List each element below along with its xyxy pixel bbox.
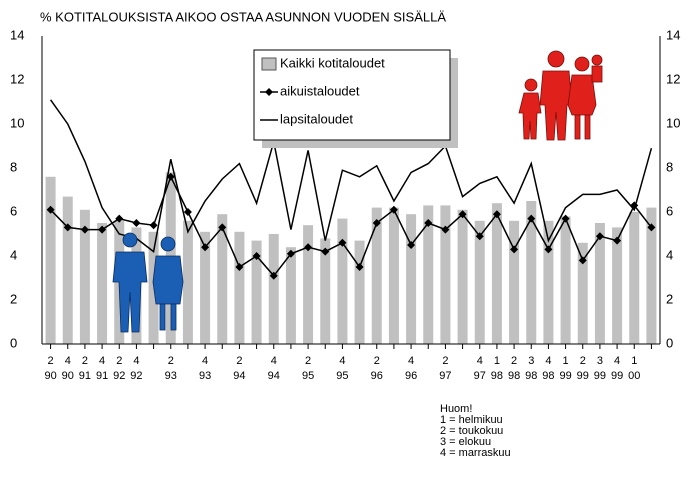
legend: Kaikki kotitaloudet aikuistaloudet lapsita…	[254, 50, 458, 148]
x-tick-label: 1	[631, 355, 637, 367]
x-tick-label: 96	[405, 370, 417, 382]
legend-label: aikuistaloudet	[280, 83, 360, 98]
x-tick-label: 2	[116, 355, 122, 367]
x-tick-label: 2	[374, 355, 380, 367]
x-tick-label: 90	[62, 370, 74, 382]
chart: % KOTITALOUKSISTA AIKOO OSTAA ASUNNON VU…	[0, 0, 688, 492]
bar	[183, 221, 193, 344]
legend-label: lapsitaloudet	[280, 111, 353, 126]
y2-tick-label: 14	[666, 27, 680, 42]
x-tick-label: 3	[597, 355, 603, 367]
x-tick-label: 00	[628, 370, 640, 382]
x-tick-label: 96	[371, 370, 383, 382]
x-tick-label: 2	[511, 355, 517, 367]
x-tick-label: 4	[545, 355, 551, 367]
x-tick-label: 2	[48, 355, 54, 367]
y-tick-label: 10	[10, 115, 24, 130]
bar	[458, 210, 468, 344]
x-tick-label: 4	[202, 355, 208, 367]
y-tick-label: 2	[10, 291, 17, 306]
bar	[46, 177, 56, 344]
x-tick-label: 98	[491, 370, 503, 382]
x-tick-label: 4	[614, 355, 620, 367]
x-tick-label: 90	[44, 370, 56, 382]
y-tick-label: 14	[10, 27, 24, 42]
x-tick-label: 2	[442, 355, 448, 367]
family-figure	[519, 51, 602, 140]
x-tick-label: 2	[82, 355, 88, 367]
marker	[132, 219, 140, 227]
bar	[561, 216, 571, 344]
y2-tick-label: 6	[666, 203, 673, 218]
y-tick-label: 0	[10, 335, 17, 350]
bar	[492, 203, 502, 344]
x-tick-label: 99	[611, 370, 623, 382]
bar	[234, 232, 244, 344]
y-tick-label: 12	[10, 71, 24, 86]
x-tick-label: 95	[336, 370, 348, 382]
y-tick-label: 8	[10, 159, 17, 174]
x-tick-label: 4	[477, 355, 483, 367]
y-tick-label: 6	[10, 203, 17, 218]
x-tick-label: 92	[113, 370, 125, 382]
x-tick-label: 4	[133, 355, 139, 367]
x-tick-label: 93	[165, 370, 177, 382]
y2-tick-label: 8	[666, 159, 673, 174]
x-tick-label: 94	[233, 370, 245, 382]
x-tick-label: 4	[271, 355, 277, 367]
legend-label: Kaikki kotitaloudet	[280, 55, 385, 70]
x-tick-label: 4	[99, 355, 105, 367]
note-line: 4 = marraskuu	[440, 447, 511, 459]
x-tick-label: 94	[268, 370, 280, 382]
bar	[269, 234, 279, 344]
bar	[509, 221, 519, 344]
bar	[286, 247, 296, 344]
bar	[63, 197, 73, 344]
x-tick-label: 3	[528, 355, 534, 367]
x-tick-label: 99	[594, 370, 606, 382]
x-tick-label: 92	[130, 370, 142, 382]
x-tick-label: 4	[65, 355, 71, 367]
y2-tick-label: 0	[666, 335, 673, 350]
bar	[629, 212, 639, 344]
x-tick-label: 91	[79, 370, 91, 382]
x-tick-label: 99	[577, 370, 589, 382]
marker	[150, 221, 158, 229]
bar	[406, 214, 416, 344]
x-tick-label: 2	[168, 355, 174, 367]
x-tick-label: 98	[542, 370, 554, 382]
x-tick-label: 4	[408, 355, 414, 367]
x-tick-label: 2	[305, 355, 311, 367]
x-tick-label: 98	[525, 370, 537, 382]
y2-tick-label: 4	[666, 247, 673, 262]
y2-tick-label: 12	[666, 71, 680, 86]
x-tick-label: 1	[494, 355, 500, 367]
x-tick-label: 95	[302, 370, 314, 382]
y2-tick-label: 10	[666, 115, 680, 130]
bar	[612, 227, 622, 344]
bar	[372, 208, 382, 344]
chart-title: % KOTITALOUKSISTA AIKOO OSTAA ASUNNON VU…	[40, 9, 446, 24]
x-tick-label: 97	[439, 370, 451, 382]
bar	[389, 208, 399, 344]
bar	[97, 223, 107, 344]
x-tick-label: 99	[559, 370, 571, 382]
x-tick-label: 2	[580, 355, 586, 367]
bar	[303, 225, 313, 344]
y-tick-label: 4	[10, 247, 17, 262]
x-tick-label: 4	[339, 355, 345, 367]
x-tick-label: 2	[236, 355, 242, 367]
x-tick-label: 97	[474, 370, 486, 382]
y2-tick-label: 2	[666, 291, 673, 306]
x-tick-label: 93	[199, 370, 211, 382]
x-tick-label: 1	[563, 355, 569, 367]
x-tick-label: 91	[96, 370, 108, 382]
bar	[337, 219, 347, 344]
legend-swatch	[262, 58, 276, 70]
x-tick-label: 98	[508, 370, 520, 382]
marker	[184, 208, 192, 216]
